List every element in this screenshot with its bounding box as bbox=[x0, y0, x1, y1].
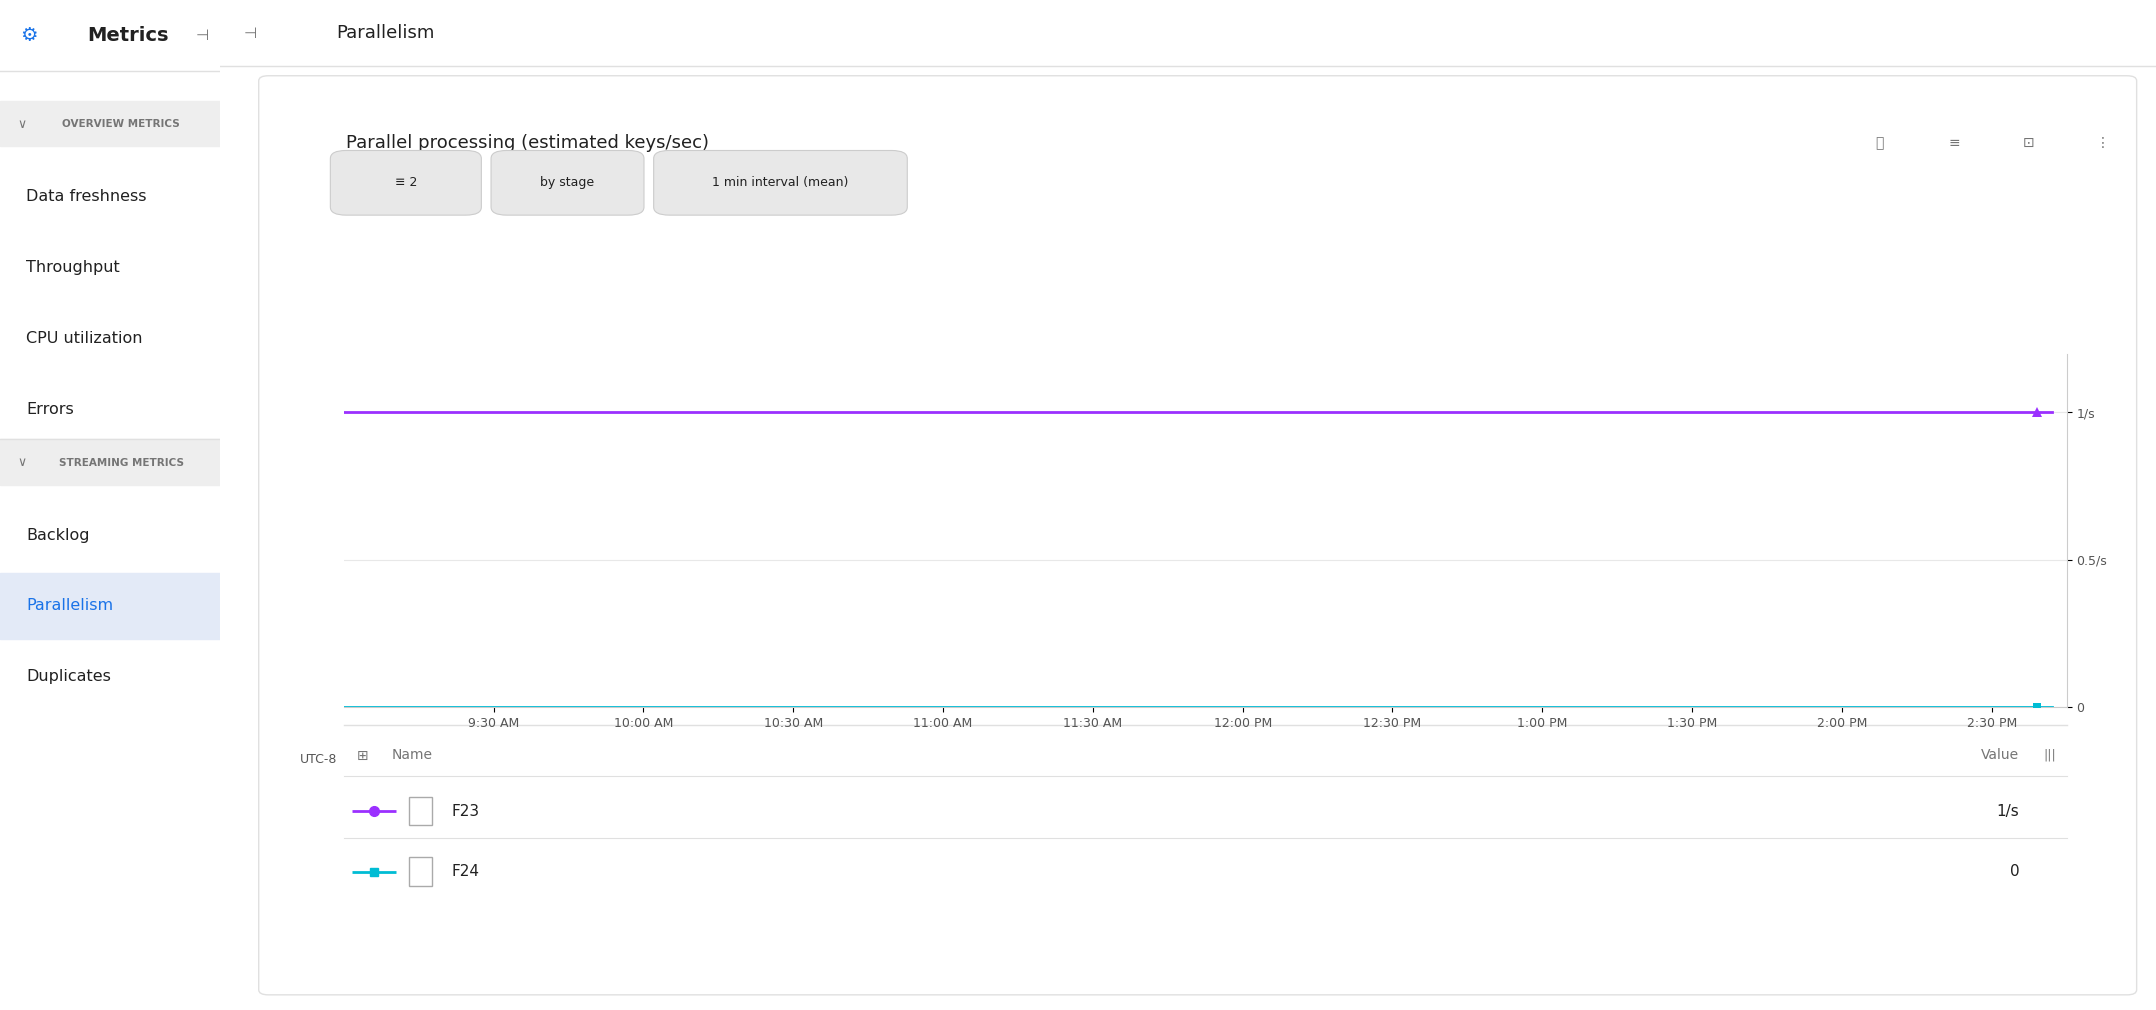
Bar bbox=[0, 439, 220, 485]
Text: 1/s: 1/s bbox=[1996, 804, 2020, 818]
Text: STREAMING METRICS: STREAMING METRICS bbox=[58, 458, 183, 468]
Text: Data freshness: Data freshness bbox=[26, 190, 147, 204]
Bar bbox=[220, 0, 2156, 66]
Text: ⋮: ⋮ bbox=[2096, 136, 2111, 150]
Text: Parallel processing (estimated keys/sec): Parallel processing (estimated keys/sec) bbox=[345, 134, 709, 153]
Bar bbox=[0, 573, 220, 639]
Text: Throughput: Throughput bbox=[26, 261, 121, 275]
Text: Value: Value bbox=[1981, 748, 2020, 763]
FancyBboxPatch shape bbox=[330, 150, 481, 215]
Text: Backlog: Backlog bbox=[26, 528, 91, 542]
Bar bbox=[407, 857, 431, 886]
Text: UTC-8: UTC-8 bbox=[300, 752, 336, 766]
FancyBboxPatch shape bbox=[259, 76, 2137, 995]
Text: Parallelism: Parallelism bbox=[336, 24, 436, 42]
Text: 🔍: 🔍 bbox=[1876, 136, 1884, 150]
Text: ⊣: ⊣ bbox=[244, 26, 257, 40]
Text: Metrics: Metrics bbox=[86, 26, 168, 44]
Text: ∨: ∨ bbox=[17, 118, 26, 130]
Text: by stage: by stage bbox=[541, 177, 595, 189]
Text: F23: F23 bbox=[451, 804, 481, 818]
Bar bbox=[407, 797, 431, 825]
Text: ⊡: ⊡ bbox=[2022, 136, 2033, 150]
Text: ≡ 2: ≡ 2 bbox=[395, 177, 416, 189]
Text: |||: ||| bbox=[2044, 749, 2057, 762]
Bar bbox=[0, 101, 220, 146]
Text: Name: Name bbox=[390, 748, 433, 763]
Text: F24: F24 bbox=[451, 865, 479, 879]
Text: ⚙: ⚙ bbox=[19, 26, 37, 44]
Text: 1 min interval (mean): 1 min interval (mean) bbox=[711, 177, 849, 189]
Text: ∨: ∨ bbox=[17, 457, 26, 469]
FancyBboxPatch shape bbox=[653, 150, 908, 215]
Text: Duplicates: Duplicates bbox=[26, 670, 112, 684]
Text: Parallelism: Parallelism bbox=[26, 599, 114, 613]
Text: Errors: Errors bbox=[26, 402, 73, 416]
Text: 0: 0 bbox=[2009, 865, 2020, 879]
Text: ⊞: ⊞ bbox=[356, 748, 369, 763]
FancyBboxPatch shape bbox=[492, 150, 645, 215]
Text: OVERVIEW METRICS: OVERVIEW METRICS bbox=[63, 119, 179, 129]
Text: ≡: ≡ bbox=[1949, 136, 1960, 150]
Bar bbox=[0, 0, 220, 71]
Text: CPU utilization: CPU utilization bbox=[26, 331, 142, 345]
Text: ⊣: ⊣ bbox=[196, 28, 209, 42]
